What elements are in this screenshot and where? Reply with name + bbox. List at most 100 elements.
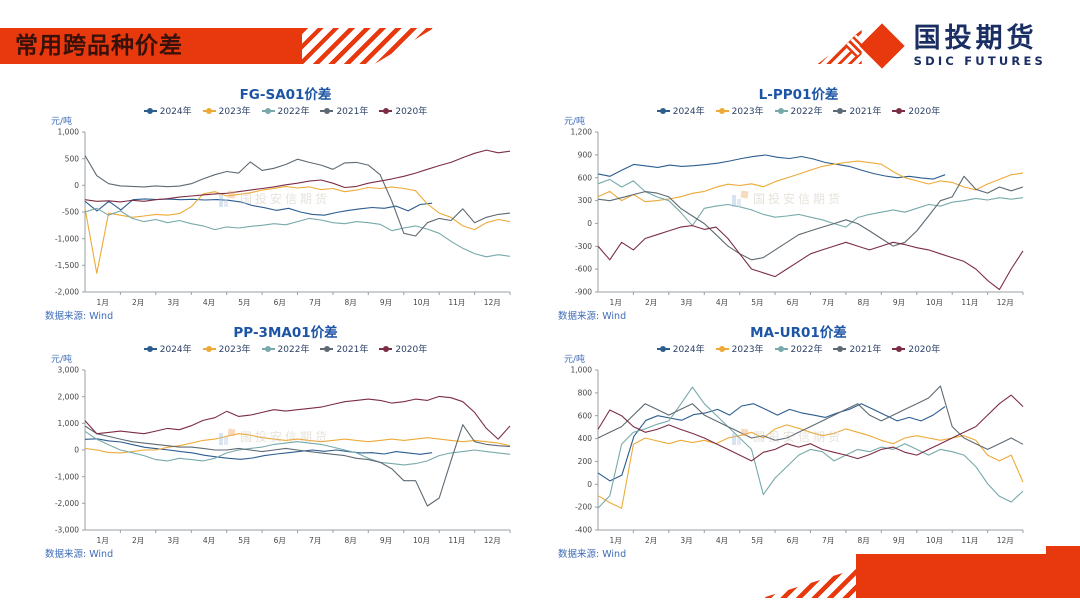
svg-text:2月: 2月 (132, 298, 144, 307)
chart-panel-pp-3ma01: PP-3MA01价差 2024年 2023年 2022年 2021年 2020年 元/吨… (33, 326, 538, 572)
svg-text:9月: 9月 (893, 536, 905, 545)
y-axis-unit-label: 元/吨 (564, 355, 586, 365)
chart-title: PP-3MA01价差 (233, 325, 338, 341)
svg-text:12月: 12月 (484, 536, 501, 545)
svg-text:1月: 1月 (97, 536, 109, 545)
data-source-label: 数据来源: Wind (558, 549, 627, 560)
series-2024年 (84, 438, 433, 460)
chart-panel-fg-sa01: FG-SA01价差 2024年 2023年 2022年 2021年 2020年 元/吨 … (33, 88, 538, 334)
svg-text:10月: 10月 (413, 298, 430, 307)
svg-text:8月: 8月 (344, 536, 356, 545)
svg-text:7月: 7月 (822, 298, 834, 307)
series-2022年 (597, 178, 1024, 228)
series-2024年 (597, 403, 946, 482)
y-axis-unit-label: 元/吨 (51, 117, 73, 127)
legend-item-2021年: 2021年 (320, 342, 368, 355)
svg-text:-200: -200 (575, 503, 592, 512)
svg-text:10月: 10月 (413, 536, 430, 545)
svg-text:2月: 2月 (645, 536, 657, 545)
svg-text:600: 600 (578, 411, 593, 420)
svg-text:3月: 3月 (680, 536, 692, 545)
chart-panel-l-pp01: L-PP01价差 2024年 2023年 2022年 2021年 2020年 元/吨 1… (546, 88, 1051, 334)
series-2023年 (597, 160, 1024, 203)
svg-text:11月: 11月 (448, 536, 465, 545)
series-2020年 (597, 225, 1024, 291)
svg-text:-300: -300 (575, 242, 592, 251)
svg-text:200: 200 (578, 457, 593, 466)
svg-text:-500: -500 (62, 208, 79, 217)
data-source-label: 数据来源: Wind (45, 311, 114, 322)
company-logo: 国投期货 SDIC FUTURES (817, 20, 1046, 72)
svg-text:0: 0 (587, 219, 592, 228)
svg-text:1月: 1月 (610, 298, 622, 307)
page-title: 常用跨品种价差 (15, 33, 183, 59)
chart-legend: 2024年 2023年 2022年 2021年 2020年 (546, 342, 1051, 355)
svg-text:0: 0 (74, 181, 79, 190)
svg-text:-1,000: -1,000 (55, 234, 79, 243)
chart-title: FG-SA01价差 (239, 87, 332, 103)
svg-text:-1,000: -1,000 (55, 472, 79, 481)
svg-text:-900: -900 (575, 288, 592, 297)
svg-text:400: 400 (578, 434, 593, 443)
svg-text:-2,000: -2,000 (55, 499, 79, 508)
legend-item-2020年: 2020年 (892, 104, 940, 117)
series-2023年 (84, 185, 511, 274)
data-source-label: 数据来源: Wind (558, 311, 627, 322)
svg-text:900: 900 (578, 151, 593, 160)
svg-text:12月: 12月 (997, 536, 1014, 545)
svg-text:4月: 4月 (716, 536, 728, 545)
legend-item-2022年: 2022年 (774, 342, 822, 355)
series-2024年 (597, 154, 946, 180)
legend-item-2020年: 2020年 (892, 342, 940, 355)
series-2022年 (84, 207, 511, 258)
line-chart: 1,000 500 0 -500 -1,000 -1,500 -2,000 1月 2月 3月 4月 5… (55, 128, 511, 307)
svg-text:4月: 4月 (716, 298, 728, 307)
legend-item-2023年: 2023年 (202, 342, 251, 355)
chart-title: MA-UR01价差 (750, 325, 847, 341)
svg-text:3月: 3月 (167, 536, 179, 545)
footer-bar-decoration (856, 554, 1080, 598)
series-2022年 (597, 386, 1024, 509)
svg-text:2月: 2月 (132, 536, 144, 545)
svg-text:1,000: 1,000 (58, 128, 80, 137)
svg-text:-400: -400 (575, 526, 592, 535)
chart-legend: 2024年 2023年 2022年 2021年 2020年 (546, 104, 1051, 117)
svg-text:9月: 9月 (893, 298, 905, 307)
y-axis-unit-label: 元/吨 (564, 117, 586, 127)
svg-text:600: 600 (578, 173, 593, 182)
svg-text:5月: 5月 (751, 536, 763, 545)
svg-text:6月: 6月 (274, 298, 286, 307)
svg-text:7月: 7月 (309, 536, 321, 545)
legend-item-2021年: 2021年 (833, 104, 881, 117)
svg-text:-3,000: -3,000 (55, 526, 79, 535)
line-chart: 3,000 2,000 1,000 0 -1,000 -2,000 -3,000 1月 2月 3月… (55, 366, 511, 545)
series-2024年 (84, 198, 433, 216)
svg-text:500: 500 (65, 154, 80, 163)
y-axis-unit-label: 元/吨 (51, 355, 73, 365)
svg-text:2月: 2月 (645, 298, 657, 307)
chart-legend: 2024年 2023年 2022年 2021年 2020年 (33, 104, 538, 117)
svg-text:6月: 6月 (787, 298, 799, 307)
svg-text:9月: 9月 (380, 298, 392, 307)
line-chart: 1,000 800 600 400 200 0 -200 -400 1月 2月 3月 4月 5月 6月 7月… (571, 366, 1024, 545)
svg-text:1,000: 1,000 (58, 419, 80, 428)
svg-text:11月: 11月 (448, 298, 465, 307)
legend-item-2022年: 2022年 (261, 104, 309, 117)
legend-item-2024年: 2024年 (143, 104, 192, 117)
legend-item-2024年: 2024年 (143, 342, 192, 355)
header-banner: 常用跨品种价差 (0, 28, 302, 64)
legend-item-2024年: 2024年 (656, 342, 705, 355)
svg-text:6月: 6月 (787, 536, 799, 545)
svg-text:3,000: 3,000 (58, 366, 80, 375)
svg-text:10月: 10月 (926, 536, 943, 545)
series-2021年 (84, 155, 511, 237)
svg-text:-1,500: -1,500 (55, 261, 79, 270)
chart-title: L-PP01价差 (758, 87, 839, 103)
svg-text:5月: 5月 (238, 536, 250, 545)
chart-panel-ma-ur01: MA-UR01价差 2024年 2023年 2022年 2021年 2020年 元/吨 … (546, 326, 1051, 572)
legend-item-2023年: 2023年 (715, 104, 764, 117)
legend-item-2022年: 2022年 (774, 104, 822, 117)
logo-company-name-en: SDIC FUTURES (913, 54, 1046, 68)
series-2021年 (597, 385, 1024, 450)
series-2023年 (597, 424, 1024, 509)
